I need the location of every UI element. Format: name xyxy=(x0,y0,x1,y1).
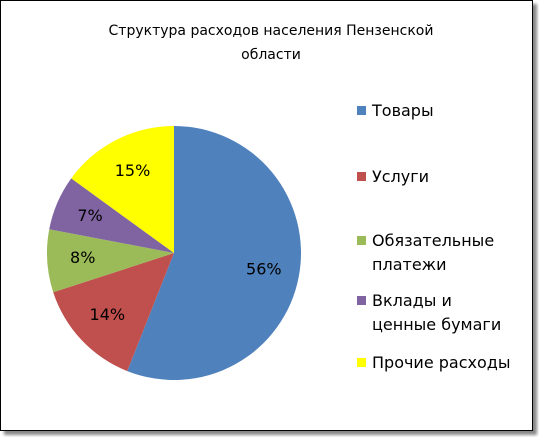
legend-swatch xyxy=(357,106,366,115)
legend-swatch xyxy=(357,296,366,305)
legend-label: Услуги xyxy=(372,167,430,186)
legend-entry: Обязательные платежи xyxy=(357,229,512,277)
data-label: 8% xyxy=(70,248,95,267)
legend-swatch xyxy=(357,358,366,367)
legend-entry: Товары xyxy=(357,99,512,123)
legend-swatch xyxy=(357,172,366,181)
legend-entry: Услуги xyxy=(357,165,512,189)
chart-frame: 56% 14% 8% 7% 15% Структура расходов населен… xyxy=(0,0,533,431)
pie-slice xyxy=(49,178,174,253)
chart: 56% 14% 8% 7% 15% xyxy=(47,126,301,380)
legend-entry: Вклады и ценные бумаги xyxy=(357,289,512,337)
pie-slice xyxy=(127,126,301,380)
pie-slice xyxy=(71,126,174,253)
data-label: 7% xyxy=(77,206,102,225)
legend-swatch xyxy=(357,236,366,245)
pie-slice xyxy=(47,229,174,293)
data-label: 14% xyxy=(90,305,126,324)
legend-entry: Прочие расходы xyxy=(357,351,512,375)
pie-slice xyxy=(53,253,175,372)
legend-label: Прочие расходы xyxy=(372,353,511,372)
legend-label: Вклады и ценные бумаги xyxy=(372,291,502,334)
legend-label: Обязательные платежи xyxy=(372,231,495,274)
data-label: 56% xyxy=(246,260,282,279)
chart-title: Структура расходов населения Пензенской … xyxy=(108,23,434,63)
data-label: 15% xyxy=(115,161,151,180)
legend-label: Товары xyxy=(372,101,434,120)
